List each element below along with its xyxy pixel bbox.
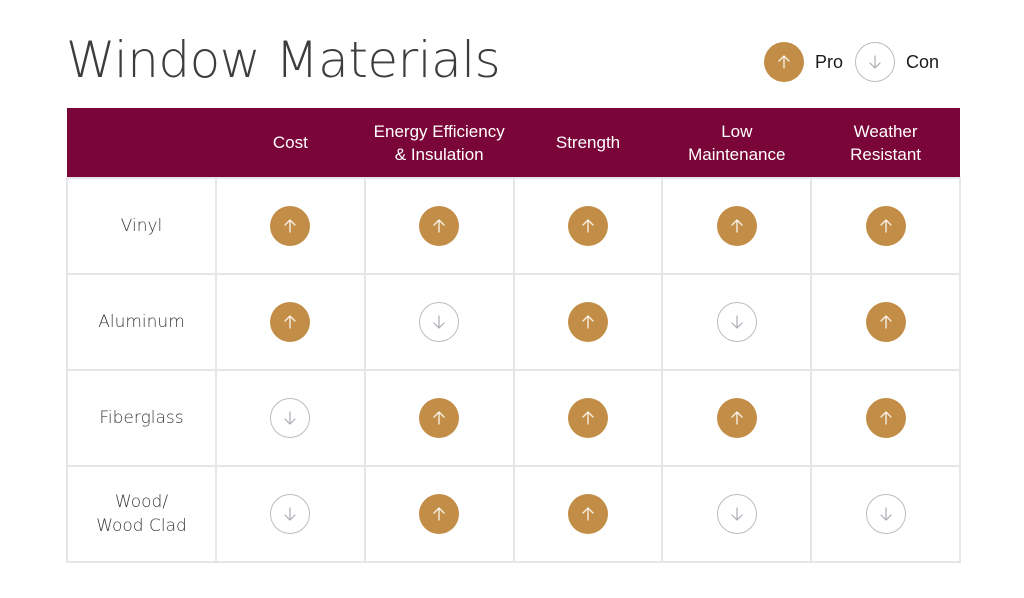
- cell-value: [217, 302, 364, 342]
- cell-strength: [512, 465, 664, 563]
- legend-label-pro: Pro: [815, 51, 844, 72]
- pro-arrow-up-icon: [270, 302, 311, 342]
- page-title: Window Materials: [66, 31, 501, 89]
- cell-value: [366, 302, 513, 342]
- header-row: Cost Energy Efficiency & Insulation Stren…: [67, 108, 960, 178]
- cell-value: [217, 494, 364, 534]
- pro-arrow-up-icon: [419, 206, 460, 246]
- pro-arrow-up-icon: [716, 398, 757, 438]
- cell-value: [515, 494, 662, 534]
- cell-value: [515, 398, 662, 438]
- pro-arrow-up-icon: [567, 398, 608, 438]
- cell-weather-resistant: [810, 273, 961, 371]
- pro-arrow-up-icon: [865, 398, 906, 438]
- cell-cost: [215, 273, 366, 371]
- con-arrow-down-icon: [716, 302, 757, 342]
- cell-value: [515, 302, 662, 342]
- cell-strength: [512, 273, 664, 371]
- cell-value: [515, 206, 662, 246]
- cell-low-maintenance: [661, 273, 813, 371]
- pro-arrow-up-icon: [567, 206, 608, 246]
- pro-arrow-up-icon: [567, 302, 608, 342]
- row-label: Fiberglass: [66, 369, 217, 467]
- cell-value: [663, 206, 810, 246]
- con-arrow-down-icon: [419, 302, 460, 342]
- cell-weather-resistant: [810, 369, 961, 467]
- column-header-strength: Strength: [513, 108, 663, 178]
- cell-low-maintenance: [661, 465, 813, 563]
- cell-value: [366, 494, 513, 534]
- cell-value: [217, 206, 364, 246]
- column-header-energy-efficiency: Energy Efficiency & Insulation: [364, 108, 514, 178]
- cell-value: [663, 494, 810, 534]
- table-row: Aluminum: [66, 273, 961, 371]
- cell-energy-efficiency: [363, 177, 515, 275]
- pro-arrow-up-icon: [865, 206, 906, 246]
- column-header-cost: Cost: [216, 108, 365, 178]
- column-header-weather-resistant: Weather Resistant: [811, 108, 960, 178]
- comparison-table: Cost Energy Efficiency & Insulation Stren…: [66, 108, 961, 563]
- con-arrow-down-icon: [270, 398, 311, 438]
- cell-value: [812, 398, 959, 438]
- legend-item-pro: Pro: [764, 42, 843, 82]
- cell-value: [217, 398, 364, 438]
- row-label: Aluminum: [66, 273, 217, 371]
- cell-energy-efficiency: [363, 369, 515, 467]
- con-arrow-down-icon: [865, 494, 906, 534]
- column-header-empty: [67, 108, 216, 178]
- cell-strength: [512, 369, 664, 467]
- legend-item-con: Con: [855, 42, 939, 82]
- arrow-up-icon: [764, 42, 804, 82]
- cell-energy-efficiency: [363, 273, 515, 371]
- cell-cost: [215, 465, 366, 563]
- con-arrow-down-icon: [270, 494, 311, 534]
- pro-arrow-up-icon: [270, 206, 311, 246]
- cell-value: [812, 494, 959, 534]
- pro-arrow-up-icon: [419, 398, 460, 438]
- row-label: Vinyl: [66, 177, 217, 275]
- row-label: Wood/Wood Clad: [66, 465, 217, 563]
- cell-weather-resistant: [810, 465, 961, 563]
- cell-weather-resistant: [810, 177, 961, 275]
- pro-arrow-up-icon: [865, 302, 906, 342]
- cell-value: [366, 398, 513, 438]
- cell-energy-efficiency: [363, 465, 515, 563]
- cell-low-maintenance: [661, 369, 813, 467]
- table-row: Fiberglass: [66, 369, 961, 467]
- arrow-down-icon: [855, 42, 896, 82]
- cell-low-maintenance: [661, 177, 813, 275]
- cell-value: [812, 302, 959, 342]
- cell-cost: [215, 177, 366, 275]
- table-row: Wood/Wood Clad: [66, 465, 961, 563]
- pro-arrow-up-icon: [419, 494, 460, 534]
- cell-value: [812, 206, 959, 246]
- legend-label-con: Con: [906, 51, 940, 72]
- con-arrow-down-icon: [716, 494, 757, 534]
- cell-value: [663, 302, 810, 342]
- cell-value: [366, 206, 513, 246]
- cell-strength: [512, 177, 664, 275]
- column-header-low-maintenance: Low Maintenance: [662, 108, 812, 178]
- legend: Pro Con: [764, 42, 939, 82]
- table-row: Vinyl: [66, 177, 961, 275]
- pro-arrow-up-icon: [567, 494, 608, 534]
- pro-arrow-up-icon: [716, 206, 757, 246]
- cell-value: [663, 398, 810, 438]
- cell-cost: [215, 369, 366, 467]
